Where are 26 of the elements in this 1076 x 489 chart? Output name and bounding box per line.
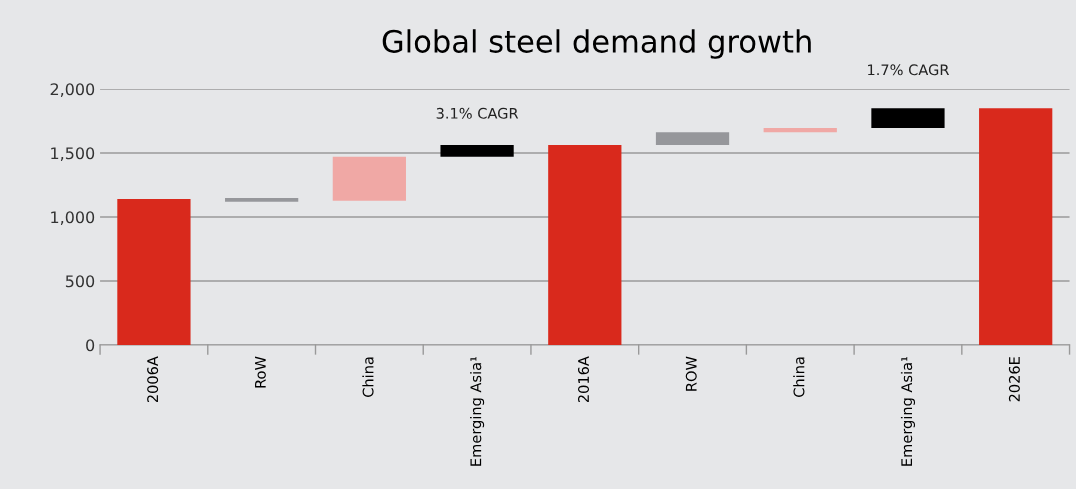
bar xyxy=(117,199,191,345)
y-tick-label: 0 xyxy=(86,339,95,352)
x-tick-label: ROW xyxy=(685,356,697,391)
bar xyxy=(225,198,299,202)
annotation: 3.1% CAGR xyxy=(436,107,519,119)
y-tick-label: 1,500 xyxy=(51,147,95,161)
x-tick-label: China xyxy=(793,357,805,397)
bar xyxy=(871,108,945,129)
bar xyxy=(332,156,406,201)
x-tick-label: Emerging Asia¹ xyxy=(900,356,916,466)
bar xyxy=(548,145,622,345)
x-tick-label: 2026E xyxy=(1008,357,1020,402)
y-tick-label: 2,000 xyxy=(50,83,95,97)
bar xyxy=(440,144,514,157)
bar xyxy=(979,108,1053,345)
bar xyxy=(655,132,730,146)
x-tick-label: 2006A xyxy=(147,356,159,403)
x-tick-label: 2016A xyxy=(578,356,590,403)
x-tick-label: China xyxy=(362,357,374,397)
y-tick-label: 1,000 xyxy=(51,211,95,225)
bar xyxy=(763,128,837,133)
text: 1.7% CAGR xyxy=(868,64,950,76)
x-tick-label: RoW xyxy=(255,356,266,388)
x-tick-label: Emerging Asia¹ xyxy=(470,356,485,466)
chart-title: Global steel demand growth xyxy=(382,29,811,59)
y-tick-label: 500 xyxy=(65,275,95,288)
